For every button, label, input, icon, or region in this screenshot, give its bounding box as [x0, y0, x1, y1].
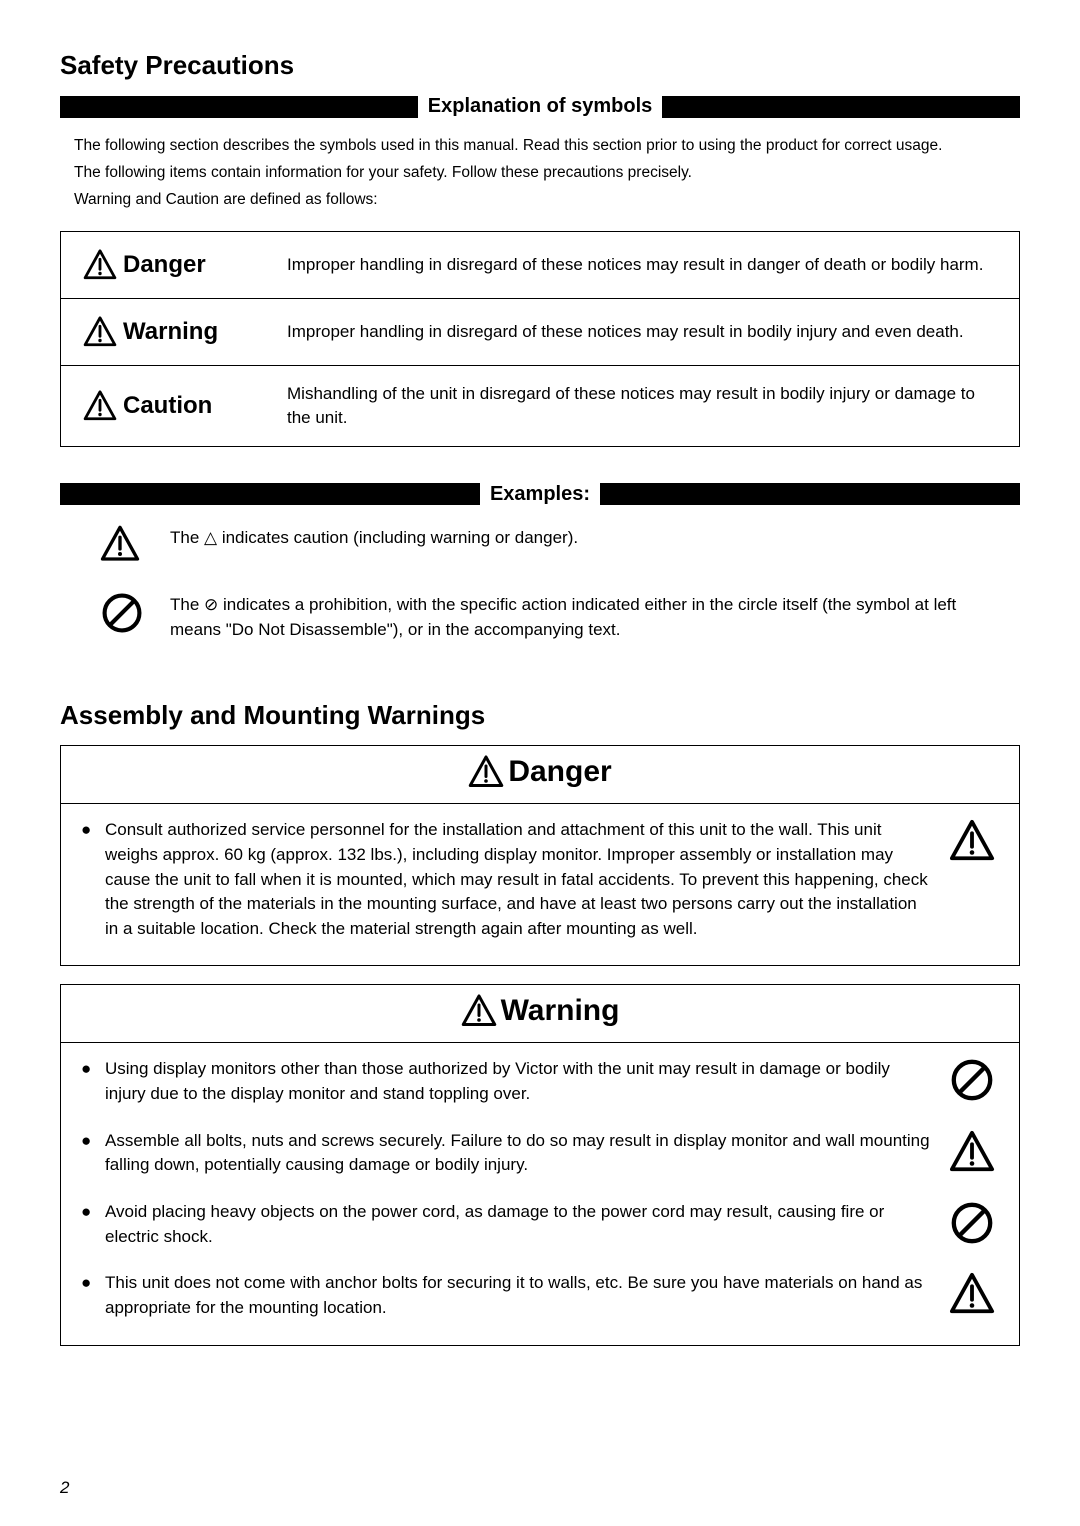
warning-text: Consult authorized service personnel for… — [105, 818, 945, 941]
intro-line: The following items contain information … — [74, 159, 1006, 186]
warning-item: ● Assemble all bolts, nuts and screws se… — [81, 1129, 999, 1178]
intro-line: Warning and Caution are defined as follo… — [74, 186, 1006, 213]
prohibition-icon — [945, 1200, 999, 1246]
examples-title: Examples: — [480, 483, 600, 506]
definitions-box: Danger Improper handling in disregard of… — [60, 231, 1020, 447]
definition-text: Improper handling in disregard of these … — [283, 320, 997, 344]
caution-icon — [945, 1271, 999, 1317]
intro-block: The following section describes the symb… — [60, 128, 1020, 231]
warning-header-text: Warning — [501, 994, 620, 1028]
caution-icon — [945, 1129, 999, 1175]
banner-left — [60, 483, 480, 505]
definition-label: Caution — [83, 389, 283, 423]
caution-icon — [83, 389, 117, 423]
danger-header-text: Danger — [508, 755, 611, 789]
definition-label: Warning — [83, 315, 283, 349]
warning-text: This unit does not come with anchor bolt… — [105, 1271, 945, 1320]
bullet-icon: ● — [81, 1200, 105, 1225]
definition-label: Danger — [83, 248, 283, 282]
definition-row: Warning Improper handling in disregard o… — [61, 299, 1019, 366]
example-text: The ⊘ indicates a prohibition, with the … — [170, 591, 1020, 642]
banner-right — [600, 483, 1020, 505]
explanation-banner: Explanation of symbols — [60, 95, 1020, 118]
examples-banner: Examples: — [60, 483, 1020, 506]
caution-icon — [461, 993, 497, 1029]
bullet-icon: ● — [81, 1271, 105, 1296]
warning-item: ● Consult authorized service personnel f… — [81, 818, 999, 941]
warning-text: Assemble all bolts, nuts and screws secu… — [105, 1129, 945, 1178]
examples-block: Examples: The △ indicates caution (inclu… — [60, 483, 1020, 656]
intro-line: The following section describes the symb… — [74, 132, 1006, 159]
prohibition-icon — [100, 591, 170, 640]
definition-label-text: Warning — [123, 318, 218, 346]
section-title: Assembly and Mounting Warnings — [60, 700, 1020, 731]
warning-text: Avoid placing heavy objects on the power… — [105, 1200, 945, 1249]
banner-right — [662, 96, 1020, 118]
explanation-title: Explanation of symbols — [418, 95, 662, 118]
caution-icon — [100, 524, 170, 569]
danger-body: ● Consult authorized service personnel f… — [61, 804, 1019, 965]
warning-text: Using display monitors other than those … — [105, 1057, 945, 1106]
example-row: The △ indicates caution (including warni… — [60, 516, 1020, 583]
danger-header: Danger — [61, 746, 1019, 804]
bullet-icon: ● — [81, 1129, 105, 1154]
example-row: The ⊘ indicates a prohibition, with the … — [60, 583, 1020, 656]
caution-icon — [83, 248, 117, 282]
page-number: 2 — [60, 1478, 69, 1498]
warning-item: ● Avoid placing heavy objects on the pow… — [81, 1200, 999, 1249]
definition-label-text: Caution — [123, 392, 212, 420]
definition-text: Improper handling in disregard of these … — [283, 253, 997, 277]
prohibition-icon — [945, 1057, 999, 1103]
definition-text: Mishandling of the unit in disregard of … — [283, 382, 997, 430]
caution-icon — [945, 818, 999, 864]
warning-body: ● Using display monitors other than thos… — [61, 1043, 1019, 1344]
warning-item: ● This unit does not come with anchor bo… — [81, 1271, 999, 1320]
bullet-icon: ● — [81, 1057, 105, 1082]
warning-box: Warning ● Using display monitors other t… — [60, 984, 1020, 1345]
caution-icon — [468, 754, 504, 790]
definition-row: Caution Mishandling of the unit in disre… — [61, 366, 1019, 446]
section-title: Safety Precautions — [60, 50, 1020, 81]
example-text: The △ indicates caution (including warni… — [170, 524, 1020, 551]
banner-left — [60, 96, 418, 118]
danger-box: Danger ● Consult authorized service pers… — [60, 745, 1020, 966]
bullet-icon: ● — [81, 818, 105, 843]
definition-label-text: Danger — [123, 251, 206, 279]
caution-icon — [83, 315, 117, 349]
warning-header: Warning — [61, 985, 1019, 1043]
definition-row: Danger Improper handling in disregard of… — [61, 232, 1019, 299]
warning-item: ● Using display monitors other than thos… — [81, 1057, 999, 1106]
